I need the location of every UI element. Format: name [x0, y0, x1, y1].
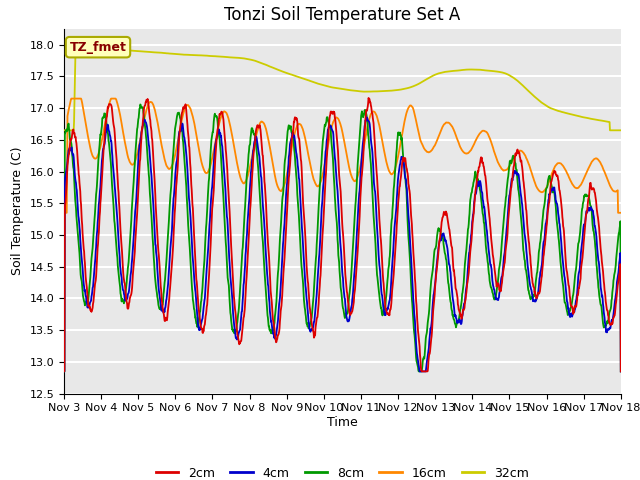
Legend: 2cm, 4cm, 8cm, 16cm, 32cm: 2cm, 4cm, 8cm, 16cm, 32cm: [150, 462, 534, 480]
Y-axis label: Soil Temperature (C): Soil Temperature (C): [11, 147, 24, 276]
Title: Tonzi Soil Temperature Set A: Tonzi Soil Temperature Set A: [224, 6, 461, 24]
X-axis label: Time: Time: [327, 416, 358, 429]
Text: TZ_fmet: TZ_fmet: [70, 41, 127, 54]
